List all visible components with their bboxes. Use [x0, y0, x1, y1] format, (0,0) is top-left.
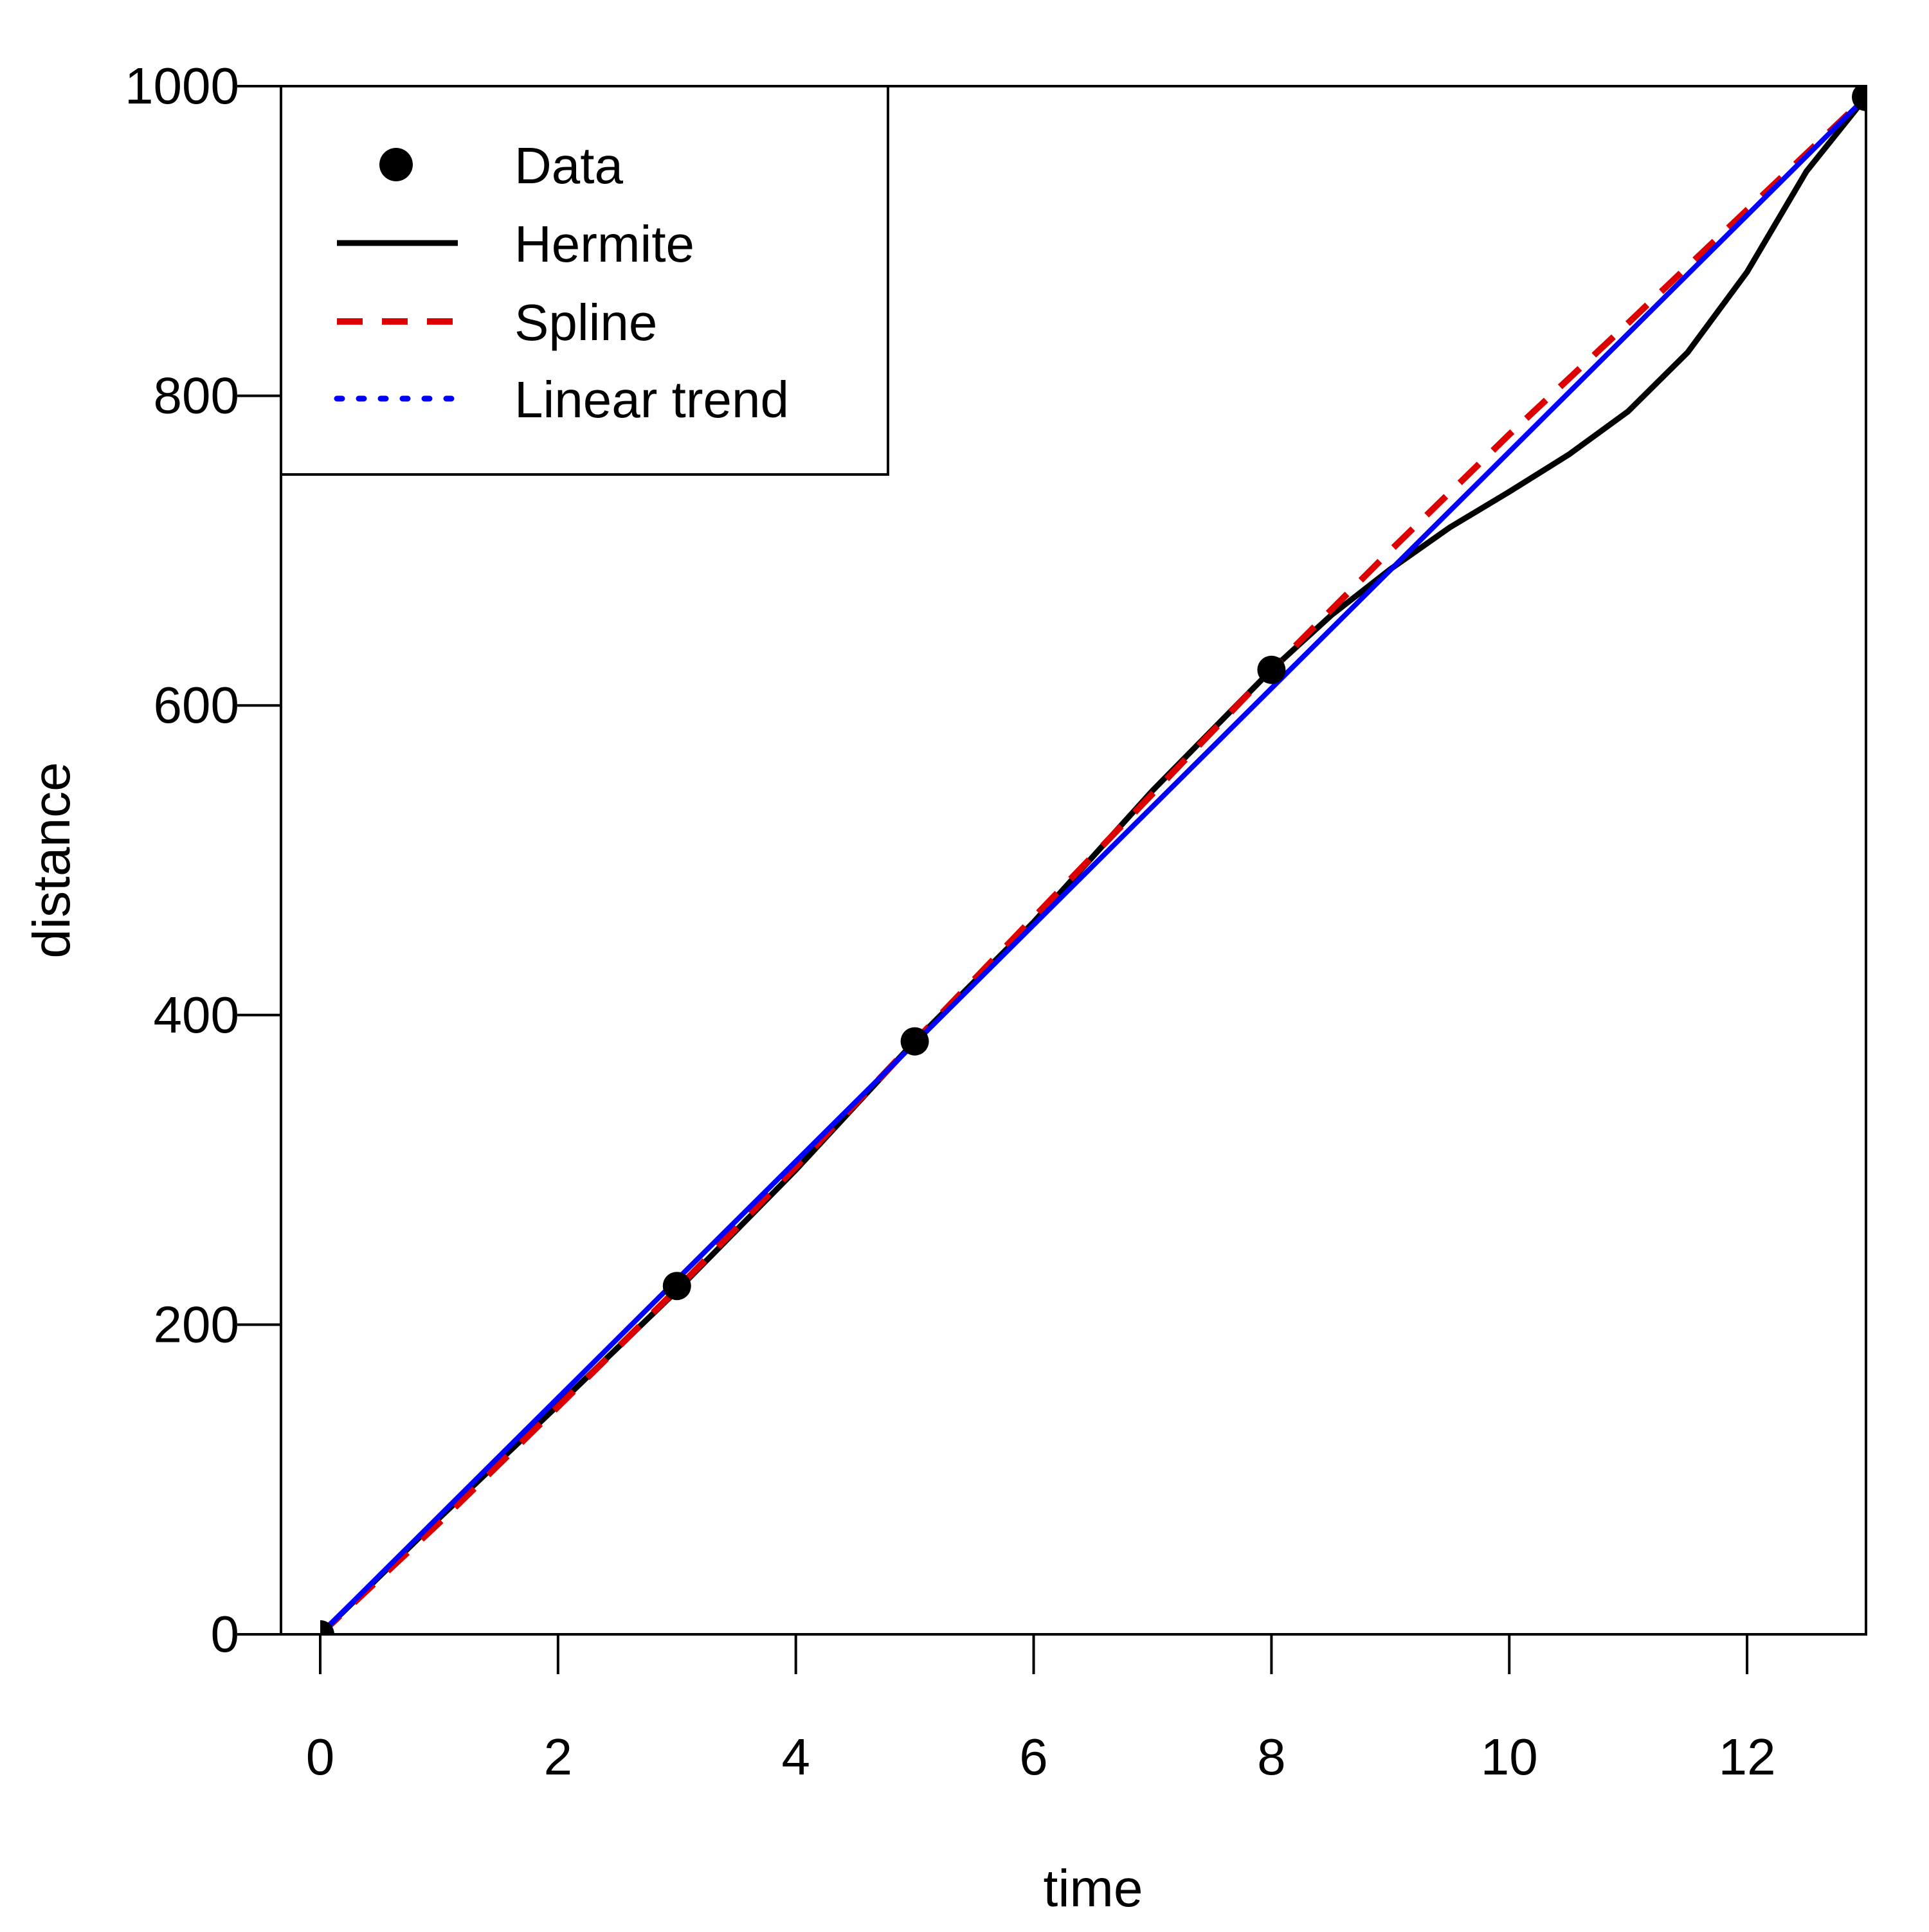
legend-label-data: Data: [514, 137, 623, 194]
series-line-spline: [320, 95, 1866, 1634]
series-line-linear: [320, 95, 1866, 1634]
x-axis-title: time: [1044, 1859, 1143, 1918]
x-tick-label: 12: [1719, 1728, 1776, 1785]
legend: Data Hermite Spline Linear trend: [280, 85, 889, 476]
y-tick-label: 600: [154, 676, 239, 734]
x-tick-label: 6: [1019, 1728, 1048, 1785]
y-tick-label: 800: [154, 367, 239, 424]
data-point: [1852, 86, 1866, 111]
x-tick-label: 4: [781, 1728, 810, 1785]
x-tick-label: 2: [544, 1728, 573, 1785]
plot-area: [320, 86, 1866, 1634]
y-axis-title: distance: [23, 762, 81, 958]
series-group: [320, 86, 1866, 1634]
x-tick-label: 10: [1481, 1728, 1538, 1785]
y-tick-label: 400: [154, 986, 239, 1043]
axes: 0 200 400 600 800 1000 0 2 4 6 8 10 12 time distance: [23, 57, 1867, 1918]
data-point: [320, 1620, 334, 1634]
data-point: [900, 1027, 929, 1056]
plot-frame: [280, 85, 1867, 1636]
y-tick-label: 200: [154, 1296, 239, 1353]
legend-box: [280, 85, 889, 476]
x-tick-label: 0: [306, 1728, 335, 1785]
legend-label-linear: Linear trend: [514, 371, 789, 428]
y-tick-label: 1000: [125, 57, 239, 114]
legend-swatch-data: [379, 148, 413, 181]
legend-label-hermite: Hermite: [514, 215, 694, 273]
y-tick-label: 0: [211, 1605, 240, 1663]
x-tick-label: 8: [1257, 1728, 1286, 1785]
legend-label-spline: Spline: [514, 294, 657, 351]
data-point: [1257, 655, 1286, 684]
data-point: [662, 1272, 691, 1301]
